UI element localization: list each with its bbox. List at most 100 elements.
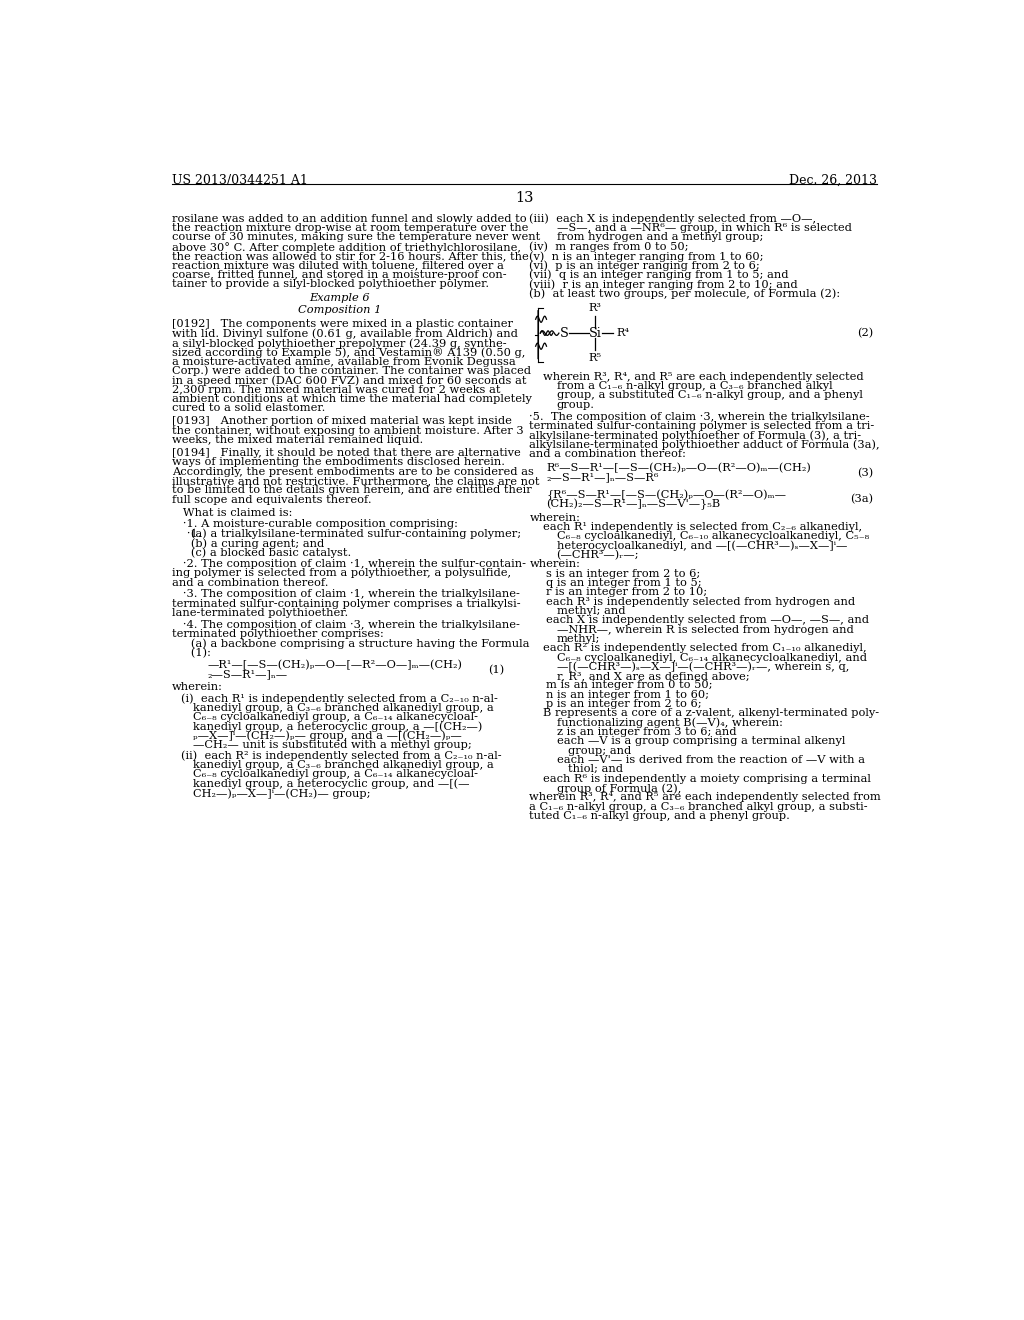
Text: (iv)  m ranges from 0 to 50;: (iv) m ranges from 0 to 50; <box>529 242 689 252</box>
Text: a silyl-blocked polythioether prepolymer (24.39 g, synthe-: a silyl-blocked polythioether prepolymer… <box>172 338 507 348</box>
Text: (v)  n is an integer ranging from 1 to 60;: (v) n is an integer ranging from 1 to 60… <box>529 251 764 261</box>
Text: kanediyl group, a C₃₋₆ branched alkanediyl group, a: kanediyl group, a C₃₋₆ branched alkanedi… <box>194 760 494 770</box>
Text: kanediyl group, a heterocyclic group, a —[(CH₂—): kanediyl group, a heterocyclic group, a … <box>194 721 482 731</box>
Text: R⁶—S—R¹—[—S—(CH₂)ₚ—O—(R²—O)ₘ—(CH₂): R⁶—S—R¹—[—S—(CH₂)ₚ—O—(R²—O)ₘ—(CH₂) <box>547 463 811 474</box>
Text: from hydrogen and a methyl group;: from hydrogen and a methyl group; <box>557 232 763 243</box>
Text: (iii)  each X is independently selected from —O—,: (iii) each X is independently selected f… <box>529 214 816 224</box>
Text: and a combination thereof:: and a combination thereof: <box>529 449 686 459</box>
Text: methyl; and: methyl; and <box>557 606 625 616</box>
Text: terminated sulfur-containing polymer is selected from a tri-: terminated sulfur-containing polymer is … <box>529 421 874 432</box>
Text: each —V'— is derived from the reaction of —V with a: each —V'— is derived from the reaction o… <box>557 755 864 766</box>
Text: C₆₋₈ cycloalkanediyl, C₆₋₁₀ alkanecycloalkanediyl, C₅₋₈: C₆₋₈ cycloalkanediyl, C₆₋₁₀ alkanecycloa… <box>557 532 868 541</box>
Text: 13: 13 <box>515 191 535 205</box>
Text: What is claimed is:: What is claimed is: <box>172 508 293 517</box>
Text: a C₁₋₆ n-alkyl group, a C₃₋₆ branched alkyl group, a substi-: a C₁₋₆ n-alkyl group, a C₃₋₆ branched al… <box>529 801 868 812</box>
Text: group; and: group; and <box>568 746 632 755</box>
Text: —NHR—, wherein R is selected from hydrogen and: —NHR—, wherein R is selected from hydrog… <box>557 624 853 635</box>
Text: ₚ—X—]ⁱ—(CH₂—)ₚ— group, and a —[(CH₂—)ₚ—: ₚ—X—]ⁱ—(CH₂—)ₚ— group, and a —[(CH₂—)ₚ— <box>194 730 462 741</box>
Text: (b) a curing agent; and: (b) a curing agent; and <box>180 539 325 549</box>
Text: terminated polythioether comprises:: terminated polythioether comprises: <box>172 628 384 639</box>
Text: Accordingly, the present embodiments are to be considered as: Accordingly, the present embodiments are… <box>172 467 535 477</box>
Text: wherein R³, R⁴, and R⁵ are each independently selected: wherein R³, R⁴, and R⁵ are each independ… <box>544 372 864 381</box>
Text: group, a substituted C₁₋₆ n-alkyl group, and a phenyl: group, a substituted C₁₋₆ n-alkyl group,… <box>557 391 862 400</box>
Text: ambient conditions at which time the material had completely: ambient conditions at which time the mat… <box>172 393 532 404</box>
Text: the reaction was allowed to stir for 2-16 hours. After this, the: the reaction was allowed to stir for 2-1… <box>172 251 529 261</box>
Text: ·2. The composition of claim ·1, wherein the sulfur-contain-: ·2. The composition of claim ·1, wherein… <box>172 560 526 569</box>
Text: group.: group. <box>557 400 595 409</box>
Text: tuted C₁₋₆ n-alkyl group, and a phenyl group.: tuted C₁₋₆ n-alkyl group, and a phenyl g… <box>529 810 791 821</box>
Text: C₆₋₈ cycloalkanediyl group, a C₆₋₁₄ alkanecycloal-: C₆₋₈ cycloalkanediyl group, a C₆₋₁₄ alka… <box>194 770 478 779</box>
Text: lane-terminated polythioether.: lane-terminated polythioether. <box>172 609 348 618</box>
Text: q is an integer from 1 to 5;: q is an integer from 1 to 5; <box>547 578 702 587</box>
Text: [0193]   Another portion of mixed material was kept inside: [0193] Another portion of mixed material… <box>172 416 512 426</box>
Text: ·1. A moisture-curable composition comprising:: ·1. A moisture-curable composition compr… <box>172 519 458 529</box>
Text: and a combination thereof.: and a combination thereof. <box>172 578 329 587</box>
Text: sized according to Example 5), and Vestamin® A139 (0.50 g,: sized according to Example 5), and Vesta… <box>172 347 525 358</box>
Text: heterocycloalkanediyl, and —[(—CHR³—)ₛ—X—]ⁱ—: heterocycloalkanediyl, and —[(—CHR³—)ₛ—X… <box>557 541 847 552</box>
Text: to be limited to the details given herein, and are entitled their: to be limited to the details given herei… <box>172 486 531 495</box>
Text: from a C₁₋₆ n-alkyl group, a C₃₋₆ branched alkyl: from a C₁₋₆ n-alkyl group, a C₃₋₆ branch… <box>557 381 833 391</box>
Text: ·5.  The composition of claim ·3, wherein the trialkylsilane-: ·5. The composition of claim ·3, wherein… <box>529 412 870 422</box>
Text: in a speed mixer (DAC 600 FVZ) and mixed for 60 seconds at: in a speed mixer (DAC 600 FVZ) and mixed… <box>172 375 526 385</box>
Text: Corp.) were added to the container. The container was placed: Corp.) were added to the container. The … <box>172 366 531 376</box>
Text: each R² is independently selected from C₁₋₁₀ alkanediyl,: each R² is independently selected from C… <box>544 643 867 653</box>
Text: kanediyl group, a heterocyclic group, and —[(—: kanediyl group, a heterocyclic group, an… <box>194 779 470 789</box>
Text: 2,300 rpm. The mixed material was cured for 2 weeks at: 2,300 rpm. The mixed material was cured … <box>172 384 501 395</box>
Text: weeks, the mixed material remained liquid.: weeks, the mixed material remained liqui… <box>172 436 424 445</box>
Text: Si: Si <box>589 326 602 339</box>
Text: Composition 1: Composition 1 <box>298 305 381 315</box>
Text: each —V is a group comprising a terminal alkenyl: each —V is a group comprising a terminal… <box>557 737 845 746</box>
Text: coarse, fritted funnel, and stored in a moisture-proof con-: coarse, fritted funnel, and stored in a … <box>172 269 507 280</box>
Text: wherein:: wherein: <box>529 512 581 523</box>
Text: each R³ is independently selected from hydrogen and: each R³ is independently selected from h… <box>547 597 856 607</box>
Text: ₂—S—R¹—]ₙ—: ₂—S—R¹—]ₙ— <box>207 669 287 680</box>
Text: R⁵: R⁵ <box>589 354 602 363</box>
Text: methyl;: methyl; <box>557 634 600 644</box>
Text: the reaction mixture drop-wise at room temperature over the: the reaction mixture drop-wise at room t… <box>172 223 528 234</box>
Text: wherein R³, R⁴, and R⁵ are each independently selected from: wherein R³, R⁴, and R⁵ are each independ… <box>529 792 882 803</box>
Text: (vii)  q is an integer ranging from 1 to 5; and: (vii) q is an integer ranging from 1 to … <box>529 269 788 280</box>
Text: with lid. Divinyl sulfone (0.61 g, available from Aldrich) and: with lid. Divinyl sulfone (0.61 g, avail… <box>172 329 518 339</box>
Text: rosilane was added to an addition funnel and slowly added to: rosilane was added to an addition funnel… <box>172 214 526 224</box>
Text: ·3. The composition of claim ·1, wherein the trialkylsilane-: ·3. The composition of claim ·1, wherein… <box>172 589 520 599</box>
Text: (viii)  r is an integer ranging from 2 to 10; and: (viii) r is an integer ranging from 2 to… <box>529 279 798 289</box>
Text: group of Formula (2),: group of Formula (2), <box>557 783 681 793</box>
Text: (c) a blocked basic catalyst.: (c) a blocked basic catalyst. <box>180 548 351 558</box>
Text: R³: R³ <box>589 304 602 313</box>
Text: (vi)  p is an integer ranging from 2 to 6;: (vi) p is an integer ranging from 2 to 6… <box>529 260 760 271</box>
Text: each X is independently selected from —O—, —S—, and: each X is independently selected from —O… <box>547 615 869 626</box>
Text: kanediyl group, a C₃₋₆ branched alkanediyl group, a: kanediyl group, a C₃₋₆ branched alkanedi… <box>194 702 494 713</box>
Text: (3): (3) <box>857 467 873 478</box>
Text: terminated sulfur-containing polymer comprises a trialkylsi-: terminated sulfur-containing polymer com… <box>172 599 521 609</box>
Text: reaction mixture was diluted with toluene, filtered over a: reaction mixture was diluted with toluen… <box>172 260 504 271</box>
Text: thiol; and: thiol; and <box>568 764 624 775</box>
Text: r is an integer from 2 to 10;: r is an integer from 2 to 10; <box>547 587 708 597</box>
Text: US 2013/0344251 A1: US 2013/0344251 A1 <box>172 174 308 187</box>
Text: —[(—CHR³—)ₛ—X—]ⁱ—(—CHR³—)ᵣ—, wherein s, q,: —[(—CHR³—)ₛ—X—]ⁱ—(—CHR³—)ᵣ—, wherein s, … <box>557 661 849 672</box>
Text: (a) a trialkylsilane-terminated sulfur-containing polymer;: (a) a trialkylsilane-terminated sulfur-c… <box>180 529 521 540</box>
Text: the container, without exposing to ambient moisture. After 3: the container, without exposing to ambie… <box>172 425 524 436</box>
Text: z is an integer from 3 to 6; and: z is an integer from 3 to 6; and <box>557 727 736 737</box>
Text: wherein:: wherein: <box>529 560 581 569</box>
Text: B represents a core of a z-valent, alkenyl-terminated poly-: B represents a core of a z-valent, alken… <box>544 709 880 718</box>
Text: (1): (1) <box>488 665 505 675</box>
Text: (3a): (3a) <box>850 494 873 504</box>
Text: n is an integer from 1 to 60;: n is an integer from 1 to 60; <box>547 690 710 700</box>
Text: R⁴: R⁴ <box>616 329 630 338</box>
Text: (1):: (1): <box>180 648 211 657</box>
Text: tainer to provide a silyl-blocked polythioether polymer.: tainer to provide a silyl-blocked polyth… <box>172 279 489 289</box>
Text: cured to a solid elastomer.: cured to a solid elastomer. <box>172 403 326 413</box>
Text: Example 6: Example 6 <box>309 293 370 304</box>
Text: each R¹ independently is selected from C₂₋₆ alkanediyl,: each R¹ independently is selected from C… <box>544 523 862 532</box>
Text: —S—, and a —NR⁶— group, in which R⁶ is selected: —S—, and a —NR⁶— group, in which R⁶ is s… <box>557 223 851 234</box>
Text: (i)  each R¹ is independently selected from a C₂₋₁₀ n-al-: (i) each R¹ is independently selected fr… <box>181 693 499 704</box>
Text: functionalizing agent B(—V)₄, wherein:: functionalizing agent B(—V)₄, wherein: <box>557 718 782 729</box>
Text: ·4. The composition of claim ·3, wherein the trialkylsilane-: ·4. The composition of claim ·3, wherein… <box>172 619 520 630</box>
Text: m is an integer from 0 to 50;: m is an integer from 0 to 50; <box>547 681 713 690</box>
Text: a moisture-activated amine, available from Evonik Degussa: a moisture-activated amine, available fr… <box>172 356 516 367</box>
Text: alkylsilane-terminated polythioether adduct of Formula (3a),: alkylsilane-terminated polythioether add… <box>529 440 880 450</box>
Text: p is an integer from 2 to 6;: p is an integer from 2 to 6; <box>547 700 702 709</box>
Text: full scope and equivalents thereof.: full scope and equivalents thereof. <box>172 495 372 504</box>
Text: [0194]   Finally, it should be noted that there are alternative: [0194] Finally, it should be noted that … <box>172 449 521 458</box>
Text: ·1.: ·1. <box>176 529 202 539</box>
